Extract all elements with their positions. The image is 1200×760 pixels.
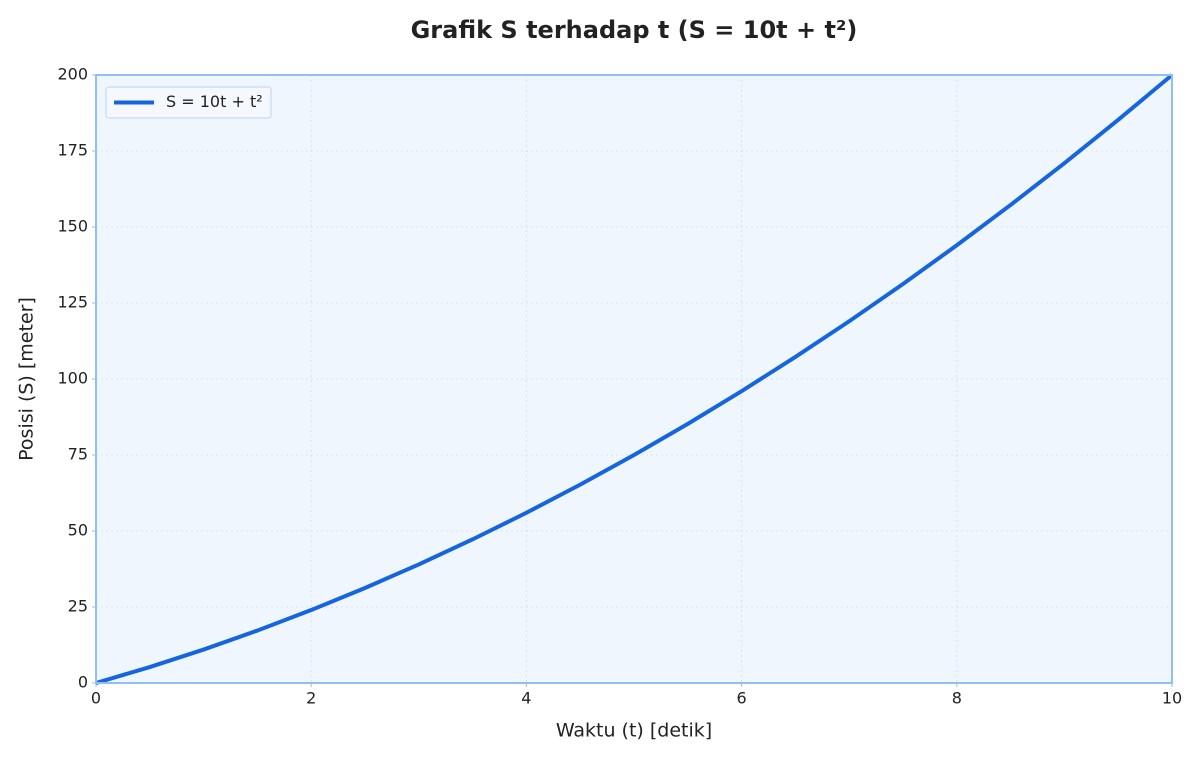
y-tick-label: 75 bbox=[68, 445, 88, 464]
x-tick-label: 2 bbox=[306, 689, 316, 708]
legend-label: S = 10t + t² bbox=[166, 92, 263, 111]
x-axis-label: Waktu (t) [detik] bbox=[556, 720, 712, 742]
x-tick-label: 10 bbox=[1162, 689, 1182, 708]
x-tick-label: 6 bbox=[737, 689, 747, 708]
y-axis-label: Posisi (S) [meter] bbox=[16, 297, 38, 461]
x-tick-label: 4 bbox=[521, 689, 531, 708]
y-tick-label: 175 bbox=[57, 141, 88, 160]
y-tick-label: 150 bbox=[57, 217, 88, 236]
data-line bbox=[95, 73, 1174, 685]
y-tick-label: 0 bbox=[78, 673, 88, 692]
x-tick-label: 8 bbox=[952, 689, 962, 708]
y-tick-label: 200 bbox=[57, 65, 88, 84]
y-tick-label: 125 bbox=[57, 293, 88, 312]
y-tick-label: 25 bbox=[68, 597, 88, 616]
y-tick-label: 100 bbox=[57, 369, 88, 388]
legend-box bbox=[105, 86, 272, 119]
chart-title: Grafik S terhadap t (S = 10t + t²) bbox=[411, 16, 858, 44]
plot-border bbox=[95, 74, 1173, 684]
y-tick-label: 50 bbox=[68, 521, 88, 540]
x-tick-label: 0 bbox=[91, 689, 101, 708]
